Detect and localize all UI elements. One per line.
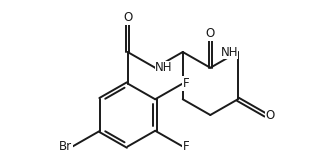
Text: F: F <box>183 140 189 153</box>
Text: F: F <box>183 77 189 90</box>
Text: NH: NH <box>220 46 238 58</box>
Text: O: O <box>123 11 132 24</box>
Text: Br: Br <box>59 140 72 153</box>
Text: O: O <box>206 27 215 40</box>
Text: O: O <box>266 109 275 121</box>
Text: NH: NH <box>155 61 173 74</box>
